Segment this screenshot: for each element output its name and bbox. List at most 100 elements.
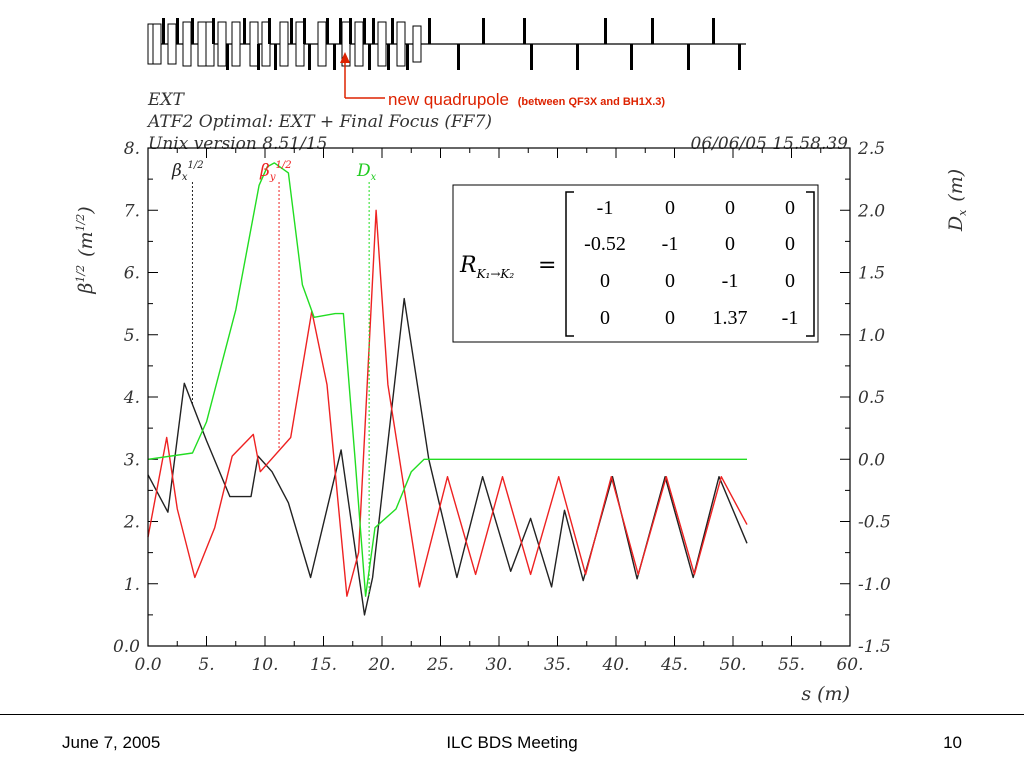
beta-x-label: βx1/2 — [171, 160, 204, 183]
matrix-cell: 0 — [665, 197, 675, 219]
lattice-quadrupole — [712, 18, 715, 44]
matrix-right-bracket — [806, 191, 815, 337]
x-tick-label: 45. — [660, 655, 688, 675]
footer-divider — [0, 714, 1024, 715]
lattice-quadrupole — [257, 44, 260, 70]
lattice-dipole — [396, 21, 406, 67]
lattice-quadrupole — [303, 18, 306, 44]
lattice-quadrupole — [339, 18, 342, 44]
lattice-quadrupole — [212, 18, 215, 44]
lattice-quadrupole — [226, 44, 229, 70]
right-axis-ticks: -1.5 -1.0 -0.5 0.0 0.5 1.0 1.5 2.0 2.5 — [840, 139, 891, 657]
x-tick-label: 10. — [251, 655, 278, 675]
y-left-tick-label: 4. — [123, 388, 140, 408]
x-axis-label: s (m) — [801, 683, 850, 705]
y-left-tick-label: 3. — [124, 450, 140, 470]
x-tick-label: 25. — [426, 655, 454, 675]
lattice-dipole — [197, 21, 207, 67]
y-right-tick-label: 0.0 — [858, 450, 885, 470]
lattice-quadrupole — [387, 44, 390, 70]
y-right-tick-label: 1.0 — [858, 326, 885, 346]
y-axis-right-label: Dx(m) — [945, 169, 969, 232]
lattice-quadrupole — [604, 18, 607, 44]
lattice-quadrupole — [176, 18, 179, 44]
annotation-label: new quadrupole (between QF3X and BH1X.3) — [388, 90, 665, 109]
lattice-dipole — [354, 21, 364, 67]
matrix-box — [452, 184, 819, 343]
matrix-cell: 0 — [600, 270, 610, 292]
lattice-quadrupole — [457, 44, 460, 70]
matrix-cell: 1.37 — [713, 307, 748, 329]
plot-frame — [147, 147, 851, 647]
footer-page-number: 10 — [943, 733, 962, 752]
x-tick-label: 0.0 — [134, 655, 161, 675]
header-line-1: EXT — [147, 90, 186, 110]
beta-y-label: βy1/2 — [259, 160, 292, 183]
x-tick-label: 20. — [367, 655, 395, 675]
lattice-dipole — [152, 23, 162, 65]
lattice-dipole — [231, 21, 241, 67]
footer-date: June 7, 2005 — [62, 733, 161, 752]
lattice-quadrupole — [290, 18, 293, 44]
y-left-tick-label: 7. — [124, 201, 140, 221]
y-right-tick-label: -1.0 — [858, 575, 891, 595]
lattice-quadrupole — [523, 18, 526, 44]
lattice-quadrupole — [428, 18, 431, 44]
lattice-dipole — [279, 21, 289, 67]
dx-label: Dx — [356, 161, 377, 183]
lattice-dipole — [317, 21, 327, 67]
lattice-quadrupole — [651, 18, 654, 44]
lattice-dipole — [377, 21, 387, 67]
lattice-quadrupole — [308, 44, 311, 70]
lattice-dipole — [295, 21, 305, 67]
matrix-cell: 0 — [785, 270, 795, 292]
transfer-matrix: RK₁→K₂ = -1 0 0 0 -0.52 -1 0 0 0 0 -1 0 0 0 1.37 -1 — [452, 184, 819, 343]
left-axis-ticks: 0.0 1. 2. 3. 4. 5. 6. 7. 8. — [113, 139, 158, 657]
lattice-quadrupole — [687, 44, 690, 70]
matrix-equals: = — [538, 253, 556, 278]
matrix-cell: 0 — [785, 233, 795, 255]
x-tick-label: 55. — [778, 655, 805, 675]
lattice-quadrupole — [162, 18, 165, 44]
y-left-tick-label: 0.0 — [113, 637, 140, 657]
y-right-tick-label: 2.5 — [857, 139, 885, 159]
y-axis-left-label: β1/2(m1/2) — [74, 206, 97, 294]
lattice-quadrupole — [576, 44, 579, 70]
matrix-cell: -1 — [782, 307, 799, 329]
lattice-dipole — [217, 21, 227, 67]
beamline-lattice-diagram — [147, 18, 746, 70]
y-right-tick-label: -0.5 — [858, 513, 891, 533]
lattice-dipole — [412, 25, 422, 63]
series-layer — [147, 162, 748, 616]
header-line-3: Unix version 8.51/15 — [148, 134, 327, 154]
lattice-quadrupole — [274, 44, 277, 70]
lattice-quadrupole — [391, 18, 394, 44]
lattice-quadrupole — [333, 44, 336, 70]
matrix-cell: -0.52 — [584, 233, 626, 255]
lattice-dipole — [167, 23, 177, 65]
matrix-cell: 0 — [665, 307, 675, 329]
y-left-tick-label: 8. — [124, 139, 140, 159]
y-left-tick-label: 2. — [123, 513, 140, 533]
lattice-quadrupole — [372, 18, 375, 44]
matrix-cell: 0 — [665, 270, 675, 292]
lattice-quadrupole — [363, 18, 366, 44]
lattice-quadrupole — [738, 44, 741, 70]
y-right-tick-label: 0.5 — [858, 388, 885, 408]
matrix-left-bracket — [565, 191, 574, 337]
matrix-cell: 0 — [600, 307, 610, 329]
lattice-quadrupole — [243, 18, 246, 44]
lattice-dipole — [182, 21, 192, 67]
y-right-tick-label: -1.5 — [858, 637, 891, 657]
matrix-cell: -1 — [662, 233, 679, 255]
optics-plot: 0.0 5. 10. 15. 20. 25. 30. 35. 40. 45. 50. 55. 60. 0… — [113, 139, 891, 675]
x-tick-label: 50. — [719, 655, 746, 675]
x-tick-label: 5. — [198, 655, 214, 675]
y-right-tick-label: 1.5 — [858, 264, 885, 284]
beta-x-line — [147, 297, 748, 616]
matrix-cell: 0 — [785, 197, 795, 219]
matrix-cells: -1 0 0 0 -0.52 -1 0 0 0 0 -1 0 0 0 1.37 -1 — [584, 197, 798, 329]
lattice-quadrupole — [268, 18, 271, 44]
lattice-quadrupole — [482, 18, 485, 44]
